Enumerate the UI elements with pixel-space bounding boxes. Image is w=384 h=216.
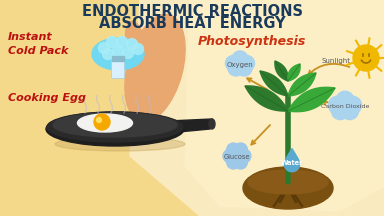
Circle shape: [223, 149, 237, 163]
Ellipse shape: [55, 137, 185, 151]
Circle shape: [234, 143, 247, 157]
Circle shape: [234, 156, 247, 169]
Polygon shape: [284, 156, 300, 172]
Ellipse shape: [243, 167, 333, 209]
Circle shape: [113, 46, 124, 57]
Circle shape: [225, 56, 241, 71]
Text: Photosynthesis: Photosynthesis: [198, 35, 306, 48]
Circle shape: [331, 102, 349, 120]
Circle shape: [239, 56, 255, 71]
Circle shape: [344, 96, 361, 114]
Circle shape: [126, 38, 137, 49]
Ellipse shape: [92, 38, 144, 70]
Circle shape: [116, 37, 127, 48]
Text: Water: Water: [281, 160, 303, 166]
Text: Cooking Egg: Cooking Egg: [8, 93, 86, 103]
Ellipse shape: [53, 113, 177, 137]
Ellipse shape: [46, 112, 184, 146]
Circle shape: [106, 37, 118, 48]
Circle shape: [99, 43, 109, 54]
Polygon shape: [245, 86, 288, 111]
Ellipse shape: [125, 14, 185, 122]
Circle shape: [122, 48, 134, 59]
Ellipse shape: [248, 170, 328, 194]
Text: Instant
Cold Pack: Instant Cold Pack: [8, 32, 68, 56]
Polygon shape: [286, 149, 298, 159]
Text: Carbon Dioxide: Carbon Dioxide: [321, 105, 369, 110]
Polygon shape: [168, 119, 213, 133]
Circle shape: [227, 156, 240, 169]
Polygon shape: [130, 0, 384, 216]
Polygon shape: [260, 71, 288, 96]
Text: Glucose: Glucose: [224, 154, 250, 160]
Text: Sunlight: Sunlight: [321, 58, 351, 64]
Circle shape: [94, 114, 110, 130]
FancyBboxPatch shape: [111, 56, 124, 78]
Circle shape: [231, 150, 243, 162]
Polygon shape: [288, 87, 335, 112]
Circle shape: [103, 49, 114, 59]
Circle shape: [96, 118, 101, 122]
Text: Oxygen: Oxygen: [227, 62, 253, 68]
Ellipse shape: [78, 114, 132, 132]
Circle shape: [228, 60, 243, 76]
Circle shape: [336, 91, 354, 109]
Polygon shape: [288, 64, 300, 81]
Circle shape: [353, 45, 379, 71]
Circle shape: [232, 51, 248, 67]
Circle shape: [328, 96, 346, 114]
Circle shape: [237, 149, 251, 163]
Circle shape: [336, 98, 354, 116]
Polygon shape: [288, 73, 316, 96]
Ellipse shape: [47, 112, 183, 142]
Polygon shape: [185, 0, 384, 211]
Circle shape: [227, 143, 240, 157]
Polygon shape: [275, 61, 288, 81]
Text: ABSORB HEAT ENERGY: ABSORB HEAT ENERGY: [99, 16, 285, 30]
Ellipse shape: [126, 21, 144, 61]
Ellipse shape: [209, 119, 215, 129]
Text: ENDOTHERMIC REACTIONS: ENDOTHERMIC REACTIONS: [81, 5, 303, 19]
Circle shape: [237, 60, 252, 76]
Circle shape: [132, 43, 144, 54]
Circle shape: [232, 57, 248, 73]
Circle shape: [341, 102, 359, 120]
Bar: [112, 56, 124, 61]
